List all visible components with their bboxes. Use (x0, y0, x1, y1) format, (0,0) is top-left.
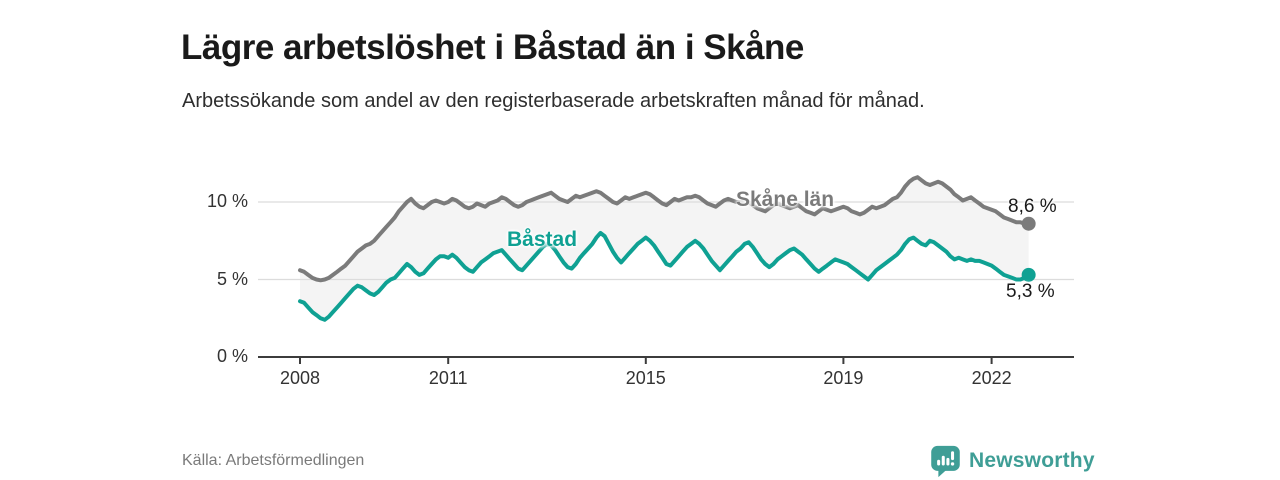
newsworthy-wordmark: Newsworthy (969, 449, 1095, 472)
y-tick-label: 10 % (206, 191, 248, 212)
x-tick-label: 2008 (279, 368, 321, 388)
series-line-bastad (298, 231, 1031, 322)
x-tick-label: 2011 (428, 368, 468, 388)
series-label-bastad: Båstad (507, 228, 578, 251)
source-note: Källa: Arbetsförmedlingen (182, 452, 365, 469)
end-dot-skane (1021, 216, 1036, 231)
page-title: Lägre arbetslöshet i Båstad än i Skåne (181, 28, 804, 68)
newsworthy-logo[interactable]: Newsworthy (930, 444, 1095, 478)
y-tick-label: 0 % (216, 346, 248, 367)
x-tick-label: 2019 (823, 368, 864, 388)
end-value-skane: 8,6 % (1008, 196, 1057, 217)
chart-subtitle: Arbetssökande som andel av den registerb… (182, 90, 925, 112)
y-tick-label: 5 % (216, 268, 248, 289)
end-value-bastad: 5,3 % (1006, 281, 1055, 302)
x-tick-label: 2022 (971, 368, 1012, 388)
newsworthy-bubble-chart-icon (931, 445, 960, 477)
x-tick-label: 2015 (625, 368, 666, 388)
between-lines-band (300, 177, 1029, 320)
series-line-skane (298, 175, 1031, 283)
series-label-skane: Skåne län (736, 188, 835, 211)
end-dot-bastad (1021, 267, 1036, 282)
